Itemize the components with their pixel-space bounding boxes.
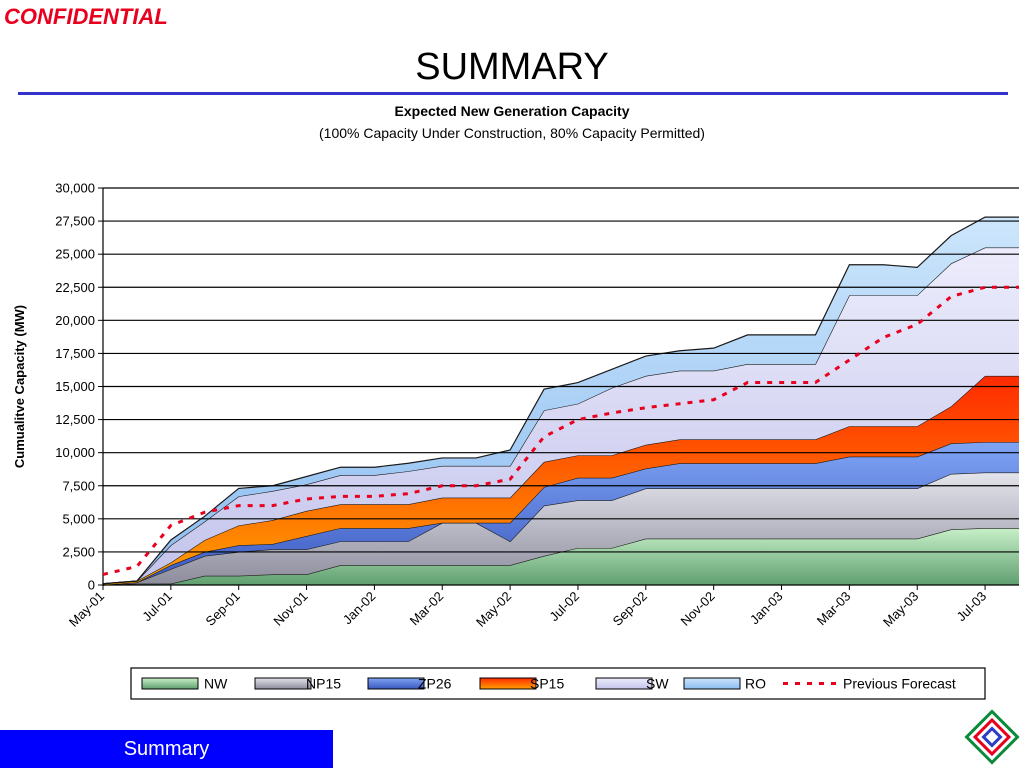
legend-swatch-zp26	[367, 677, 425, 690]
y-axis-label: Cumualitve Capacity (MW)	[12, 305, 27, 468]
legend-label: ZP26	[418, 676, 452, 692]
x-tick-label: Jul-01	[139, 589, 175, 625]
x-tick-label: Jul-02	[546, 589, 582, 625]
area-np15	[103, 472, 1019, 585]
area-sp15	[103, 375, 1019, 585]
y-tick-label: 25,000	[55, 247, 95, 262]
x-tick-label: Nov-02	[678, 589, 718, 629]
legend-swatch-sp15	[479, 677, 537, 690]
x-tick-label: Jul-03	[954, 589, 990, 625]
capacity-area-chart: 0 2,500 5,000 7,500 10,000 12,500 15,000 17,500…	[12, 181, 1019, 700]
legend-label: NP15	[306, 676, 341, 692]
enron-logo-icon	[964, 709, 1020, 765]
legend-swatch-np15	[254, 677, 312, 690]
legend-label: SP15	[530, 676, 564, 692]
y-tick-label: 30,000	[55, 181, 95, 196]
y-tick-label: 20,000	[55, 313, 95, 328]
legend-swatch-sw	[595, 677, 653, 690]
x-tick-label: May-03	[880, 589, 921, 630]
y-tick-label: 2,500	[62, 544, 95, 559]
page-title: SUMMARY	[415, 46, 609, 88]
line-previous-forecast	[102, 285, 1019, 576]
legend-label: RO	[745, 676, 766, 692]
y-tick-label: 0	[88, 578, 95, 593]
y-tick-label: 15,000	[55, 379, 95, 394]
x-tick-label: Mar-02	[407, 589, 447, 629]
x-tick-label: Nov-01	[270, 589, 310, 629]
y-tick-label: 22,500	[55, 280, 95, 295]
y-tick-label: 12,500	[55, 412, 95, 427]
chart-subtitle: (100% Capacity Under Construction, 80% C…	[319, 125, 705, 141]
legend-label: NW	[204, 676, 228, 692]
y-tick-label: 17,500	[55, 346, 95, 361]
area-edge-np15	[102, 471, 1019, 586]
area-edge-ro	[102, 216, 1019, 585]
x-tick-label: Sep-02	[610, 589, 650, 629]
section-label: Summary	[123, 737, 210, 760]
x-tick-label: Jan-03	[747, 589, 786, 628]
legend-label: Previous Forecast	[843, 676, 956, 692]
section-footer: Summary	[0, 730, 333, 768]
title-divider	[18, 92, 1008, 95]
y-tick-label: 10,000	[55, 445, 95, 460]
area-nw	[103, 528, 1019, 585]
area-sw	[103, 247, 1019, 584]
chart-title: Expected New Generation Capacity	[394, 103, 630, 119]
y-tick-label: 7,500	[62, 478, 95, 493]
x-tick-label: May-01	[66, 589, 107, 630]
legend-label: SW	[646, 676, 669, 692]
x-tick-label: Jan-02	[340, 589, 379, 628]
legend-swatch-ro	[683, 677, 741, 690]
y-tick-label: 5,000	[62, 511, 95, 526]
area-zp26	[103, 442, 1019, 585]
x-tick-label: Mar-03	[814, 589, 854, 629]
legend-swatch-nw	[141, 677, 199, 690]
y-tick-label: 27,500	[55, 214, 95, 229]
area-ro	[103, 217, 1019, 584]
confidential-label: CONFIDENTIAL	[4, 4, 168, 29]
x-tick-label: Sep-01	[203, 589, 243, 629]
x-tick-label: May-02	[473, 589, 514, 630]
